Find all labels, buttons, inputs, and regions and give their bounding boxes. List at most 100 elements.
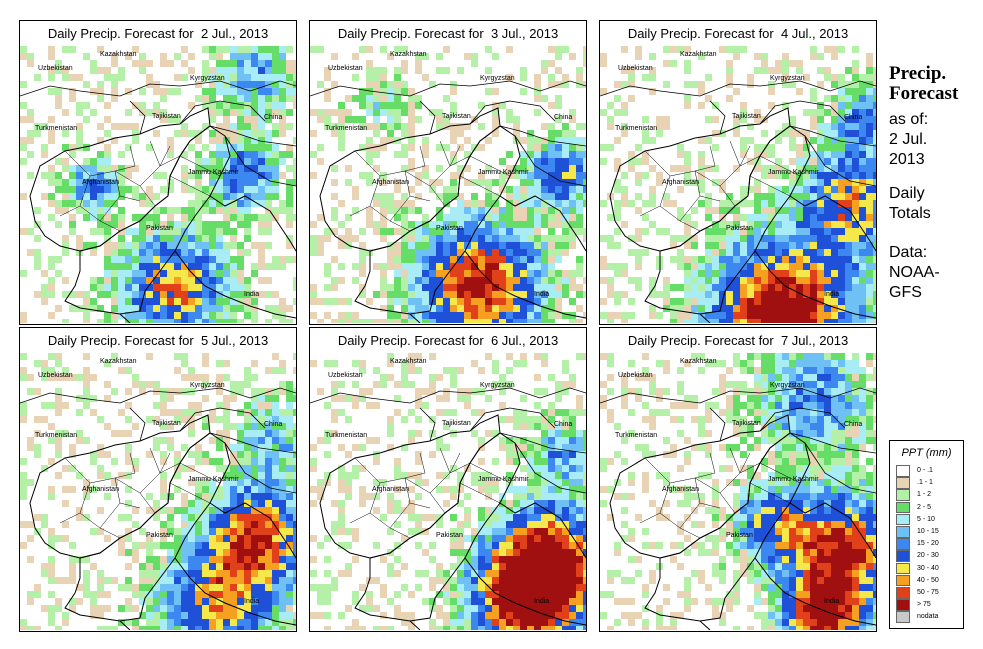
panel-title: Daily Precip. Forecast for 7 Jul., 2013 bbox=[600, 328, 876, 354]
country-label-turkmenistan: Turkmenistan bbox=[325, 125, 367, 132]
legend-swatch bbox=[896, 501, 910, 514]
country-label-kazakhstan: Kazakhstan bbox=[390, 358, 427, 365]
country-label-uzbekistan: Uzbekistan bbox=[38, 65, 73, 72]
legend-label: 1 - 2 bbox=[917, 491, 932, 499]
map-panel-1: Daily Precip. Forecast for 2 Jul., 2013 … bbox=[19, 20, 297, 325]
map-panel-4: Daily Precip. Forecast for 5 Jul., 2013 … bbox=[19, 327, 297, 632]
country-label-india: India bbox=[824, 598, 839, 605]
country-label-kazakhstan: Kazakhstan bbox=[100, 358, 137, 365]
country-label-china: China bbox=[554, 421, 572, 428]
india-border bbox=[699, 195, 876, 323]
legend-label: 10 - 15 bbox=[917, 528, 939, 535]
country-label-afghanistan: Afghanistan bbox=[372, 179, 409, 186]
northern-borders bbox=[20, 387, 296, 494]
asof-date: 2 Jul. bbox=[889, 131, 928, 148]
country-label-kazakhstan: Kazakhstan bbox=[680, 51, 717, 58]
country-label-pakistan: Pakistan bbox=[146, 225, 173, 232]
country-label-kyrgyzstan: Kyrgyzstan bbox=[480, 75, 515, 82]
legend-item: 1 - 2 bbox=[896, 489, 956, 501]
legend-item: 40 - 50 bbox=[896, 574, 956, 587]
country-label-uzbekistan: Uzbekistan bbox=[328, 372, 363, 379]
map-svg: Kazakhstan Uzbekistan Kyrgyzstan Tajikistan… bbox=[20, 46, 296, 323]
country-label-china: China bbox=[844, 114, 862, 121]
country-label-tajikistan: Tajikistan bbox=[442, 420, 471, 427]
country-label-uzbekistan: Uzbekistan bbox=[618, 372, 653, 379]
country-label-jammu-kashmir: Jammu Kashmir bbox=[478, 476, 529, 483]
country-label-turkmenistan: Turkmenistan bbox=[615, 125, 657, 132]
map-svg: Kazakhstan Uzbekistan Kyrgyzstan Tajikistan… bbox=[310, 353, 586, 630]
country-label-turkmenistan: Turkmenistan bbox=[35, 432, 77, 439]
asof-block: as of: 2 Jul. 2013 bbox=[889, 110, 928, 170]
map-panel-2: Daily Precip. Forecast for 3 Jul., 2013 … bbox=[309, 20, 587, 325]
country-label-pakistan: Pakistan bbox=[726, 225, 753, 232]
india-border bbox=[119, 195, 296, 323]
legend-swatch bbox=[896, 526, 910, 538]
country-label-jammu-kashmir: Jammu Kashmir bbox=[478, 169, 529, 176]
country-label-kazakhstan: Kazakhstan bbox=[390, 51, 427, 58]
country-label-pakistan: Pakistan bbox=[436, 532, 463, 539]
province-borders bbox=[59, 140, 221, 232]
india-border bbox=[409, 195, 586, 323]
country-label-india: India bbox=[534, 291, 549, 298]
data-source-line2: GFS bbox=[889, 284, 922, 301]
legend-swatch bbox=[896, 465, 910, 477]
province-borders bbox=[59, 447, 221, 539]
legend-label: .1 - 1 bbox=[917, 479, 933, 487]
legend-swatch bbox=[896, 477, 910, 489]
country-label-india: India bbox=[244, 291, 259, 298]
precip-map: Kazakhstan Uzbekistan Kyrgyzstan Tajikistan… bbox=[600, 46, 876, 323]
country-label-tajikistan: Tajikistan bbox=[732, 113, 761, 120]
legend-swatch bbox=[896, 489, 910, 501]
country-label-afghanistan: Afghanistan bbox=[662, 486, 699, 493]
precip-map: Kazakhstan Uzbekistan Kyrgyzstan Tajikistan… bbox=[20, 353, 296, 630]
country-label-tajikistan: Tajikistan bbox=[152, 420, 181, 427]
country-label-kyrgyzstan: Kyrgyzstan bbox=[770, 382, 805, 389]
precip-cells bbox=[310, 353, 586, 630]
country-label-kazakhstan: Kazakhstan bbox=[100, 51, 137, 58]
country-label-china: China bbox=[264, 114, 282, 121]
country-label-afghanistan: Afghanistan bbox=[82, 179, 119, 186]
map-panel-3: Daily Precip. Forecast for 4 Jul., 2013 … bbox=[599, 20, 877, 325]
legend-label: 5 - 10 bbox=[917, 515, 935, 523]
country-label-turkmenistan: Turkmenistan bbox=[615, 432, 657, 439]
country-label-turkmenistan: Turkmenistan bbox=[35, 125, 77, 132]
country-label-turkmenistan: Turkmenistan bbox=[325, 432, 367, 439]
precip-cells bbox=[600, 46, 876, 323]
legend-swatch bbox=[896, 611, 910, 623]
northern-borders bbox=[600, 80, 876, 187]
panel-title: Daily Precip. Forecast for 2 Jul., 2013 bbox=[20, 21, 296, 47]
country-label-china: China bbox=[554, 114, 572, 121]
country-label-pakistan: Pakistan bbox=[436, 225, 463, 232]
country-label-china: China bbox=[844, 421, 862, 428]
legend-item: 5 - 10 bbox=[896, 513, 956, 526]
data-source-block: Data: NOAA- GFS bbox=[889, 243, 940, 303]
map-panel-5: Daily Precip. Forecast for 6 Jul., 2013 … bbox=[309, 327, 587, 632]
province-borders bbox=[349, 447, 511, 539]
legend-swatch bbox=[896, 538, 910, 550]
country-label-jammu-kashmir: Jammu Kashmir bbox=[188, 169, 239, 176]
data-source-line1: NOAA- bbox=[889, 264, 940, 281]
legend-swatch bbox=[896, 513, 910, 526]
india-border bbox=[119, 502, 296, 630]
panel-title: Daily Precip. Forecast for 6 Jul., 2013 bbox=[310, 328, 586, 354]
northern-borders bbox=[20, 80, 296, 187]
legend-item: > 75 bbox=[896, 599, 956, 611]
totals-block: Daily Totals bbox=[889, 184, 931, 224]
legend-item: 30 - 40 bbox=[896, 562, 956, 575]
map-svg: Kazakhstan Uzbekistan Kyrgyzstan Tajikistan… bbox=[600, 46, 876, 323]
precip-map: Kazakhstan Uzbekistan Kyrgyzstan Tajikistan… bbox=[310, 46, 586, 323]
country-label-kazakhstan: Kazakhstan bbox=[680, 358, 717, 365]
country-label-kyrgyzstan: Kyrgyzstan bbox=[770, 75, 805, 82]
country-label-afghanistan: Afghanistan bbox=[372, 486, 409, 493]
side-info: Precip. Forecast bbox=[889, 64, 958, 104]
country-label-tajikistan: Tajikistan bbox=[732, 420, 761, 427]
map-svg: Kazakhstan Uzbekistan Kyrgyzstan Tajikistan… bbox=[20, 353, 296, 630]
precip-cells bbox=[600, 353, 876, 630]
country-label-kyrgyzstan: Kyrgyzstan bbox=[190, 75, 225, 82]
legend-label: 50 - 75 bbox=[917, 589, 939, 596]
legend-swatch bbox=[896, 587, 910, 599]
country-label-pakistan: Pakistan bbox=[726, 532, 753, 539]
legend-item: 10 - 15 bbox=[896, 526, 956, 538]
country-label-kyrgyzstan: Kyrgyzstan bbox=[480, 382, 515, 389]
legend-label: 40 - 50 bbox=[917, 576, 939, 584]
